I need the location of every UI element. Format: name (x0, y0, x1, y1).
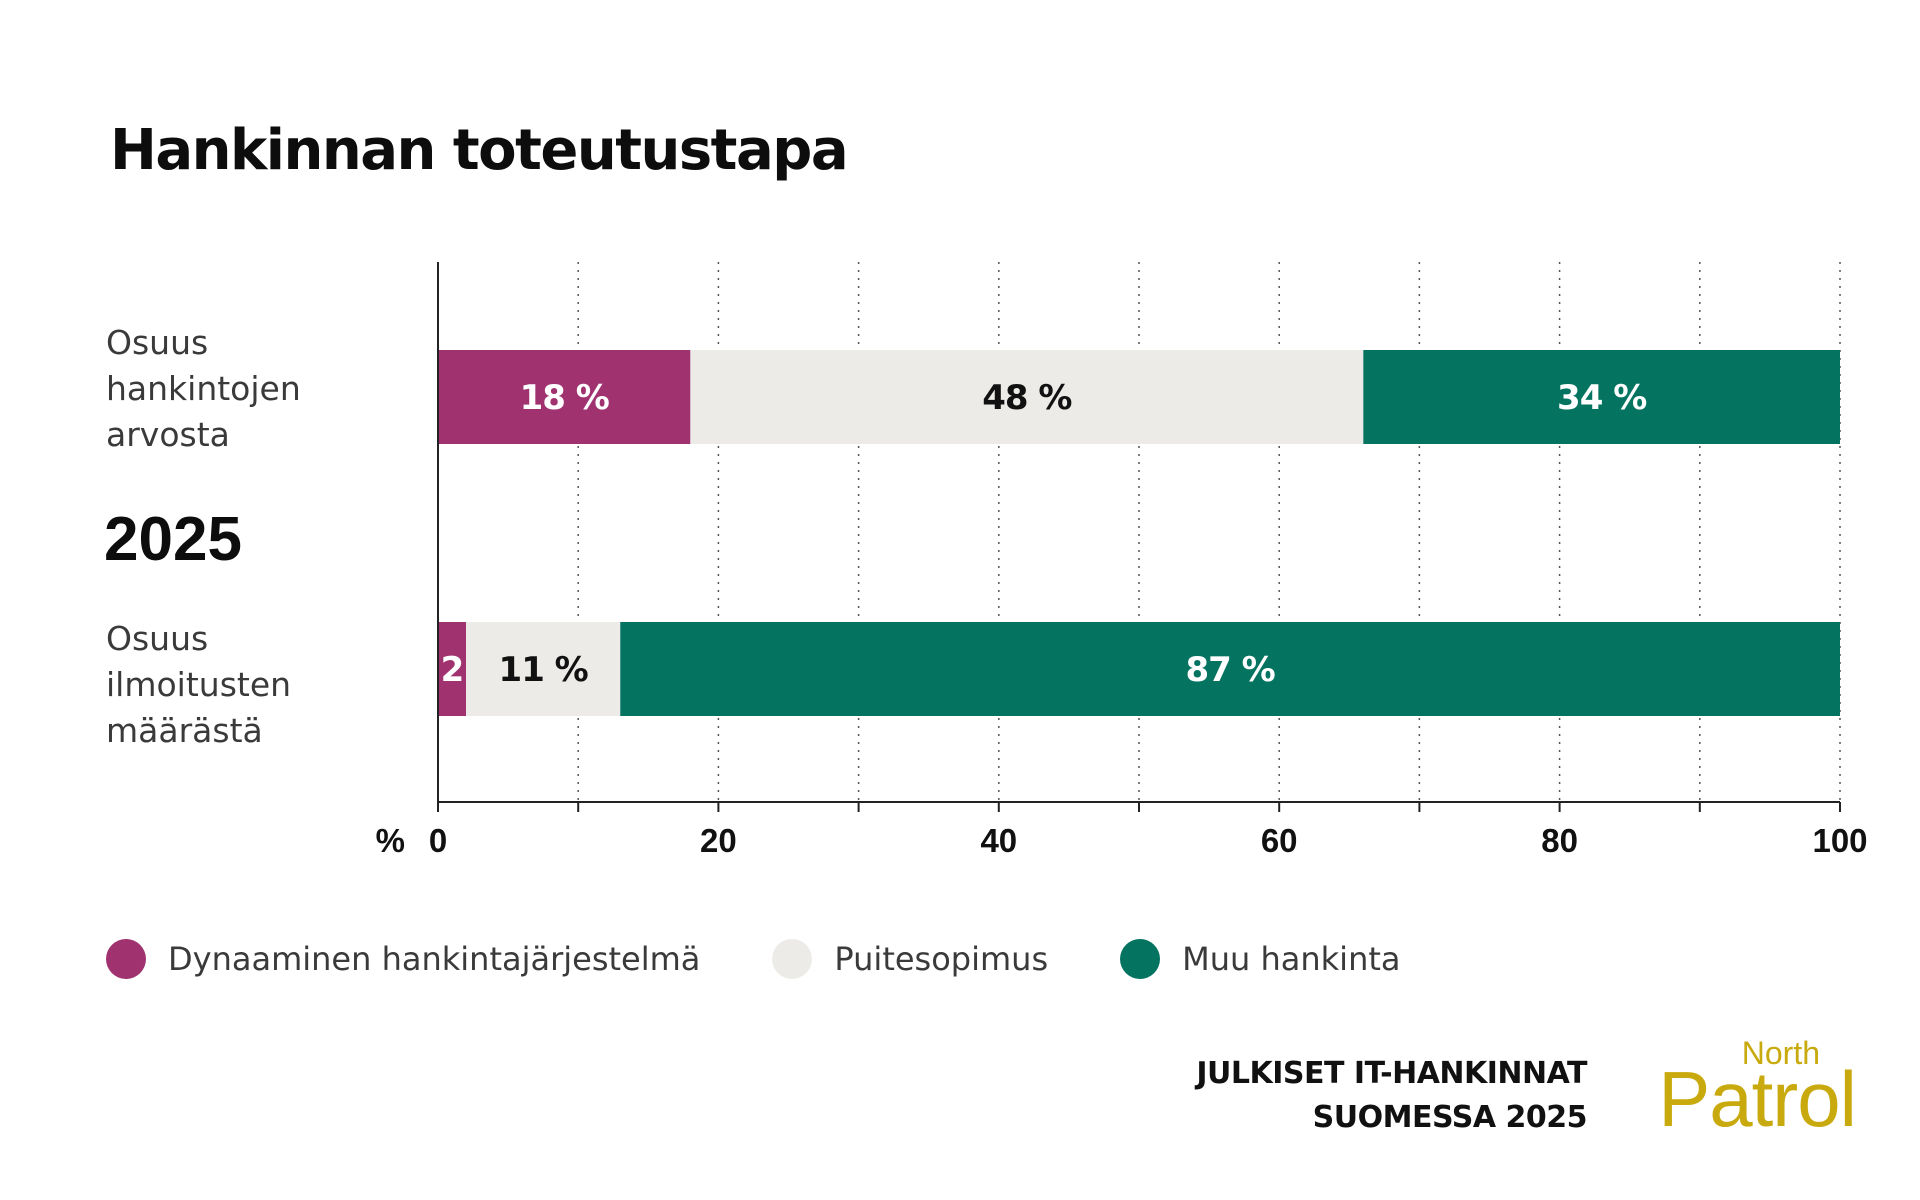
bar-segment (690, 350, 1364, 444)
stacked-bar-chart: 18 % 48 % 34 % 2 11 % 87 % 0 20 40 60 80 100% (376, 262, 1868, 859)
north-patrol-logo: North Patrol (1658, 1035, 1857, 1130)
bar-value-label: 2 (441, 650, 464, 690)
legend-swatch (1120, 939, 1161, 979)
x-tick-label: 20 (700, 822, 737, 859)
bar-segment (438, 622, 467, 716)
bar-segment (1363, 350, 1840, 444)
chart-axes: 0 20 40 60 80 100% (376, 262, 1868, 859)
year-label: 2025 (104, 505, 242, 574)
legend-item: Puitesopimus (772, 939, 1048, 979)
x-tick-label: 80 (1541, 822, 1578, 859)
legend-swatch (772, 939, 813, 979)
legend-item: Muu hankinta (1120, 939, 1401, 979)
legend-label: Dynaaminen hankintajärjestelmä (168, 940, 701, 978)
footer-publication-title: JULKISET IT-HANKINNAT SUOMESSA 2025 (1196, 1052, 1587, 1140)
bar-segment (466, 622, 621, 716)
logo-text-north: North (1742, 1035, 1820, 1071)
chart-title: Hankinnan toteutustapa (110, 118, 849, 183)
x-tick-label: 100 (1812, 822, 1867, 859)
x-tick-label: 0 (429, 822, 447, 859)
legend-swatch (106, 939, 146, 979)
footer-line-2: SUOMESSA 2025 (1312, 1100, 1588, 1135)
bar-segment (438, 350, 691, 444)
bar-value-label: 18 % (520, 378, 609, 418)
category-label-notice-count-share: Osuus ilmoitusten määrästä (106, 619, 292, 750)
bar-value-label: 87 % (1186, 650, 1275, 690)
x-axis-unit: % (376, 822, 405, 859)
x-tick-label: 60 (1261, 822, 1298, 859)
bar-value-label: 11 % (499, 650, 588, 690)
legend-label: Puitesopimus (834, 940, 1049, 978)
legend-label: Muu hankinta (1182, 940, 1401, 978)
logo-text-patrol: Patrol (1658, 1055, 1856, 1130)
bar-value-label: 48 % (982, 378, 1071, 418)
category-label-value-share: Osuus hankintojen arvosta (106, 323, 301, 454)
chart-grid (577, 262, 1841, 802)
chart-bars: 18 % 48 % 34 % 2 11 % 87 % (438, 350, 1840, 716)
footer-line-1: JULKISET IT-HANKINNAT (1196, 1056, 1587, 1091)
x-tick-label: 40 (980, 822, 1017, 859)
bar-segment (620, 622, 1840, 716)
bar-value-label: 34 % (1557, 378, 1646, 418)
legend-item: Dynaaminen hankintajärjestelmä (106, 939, 700, 979)
legend: Dynaaminen hankintajärjestelmä Puitesopim… (106, 934, 1473, 984)
